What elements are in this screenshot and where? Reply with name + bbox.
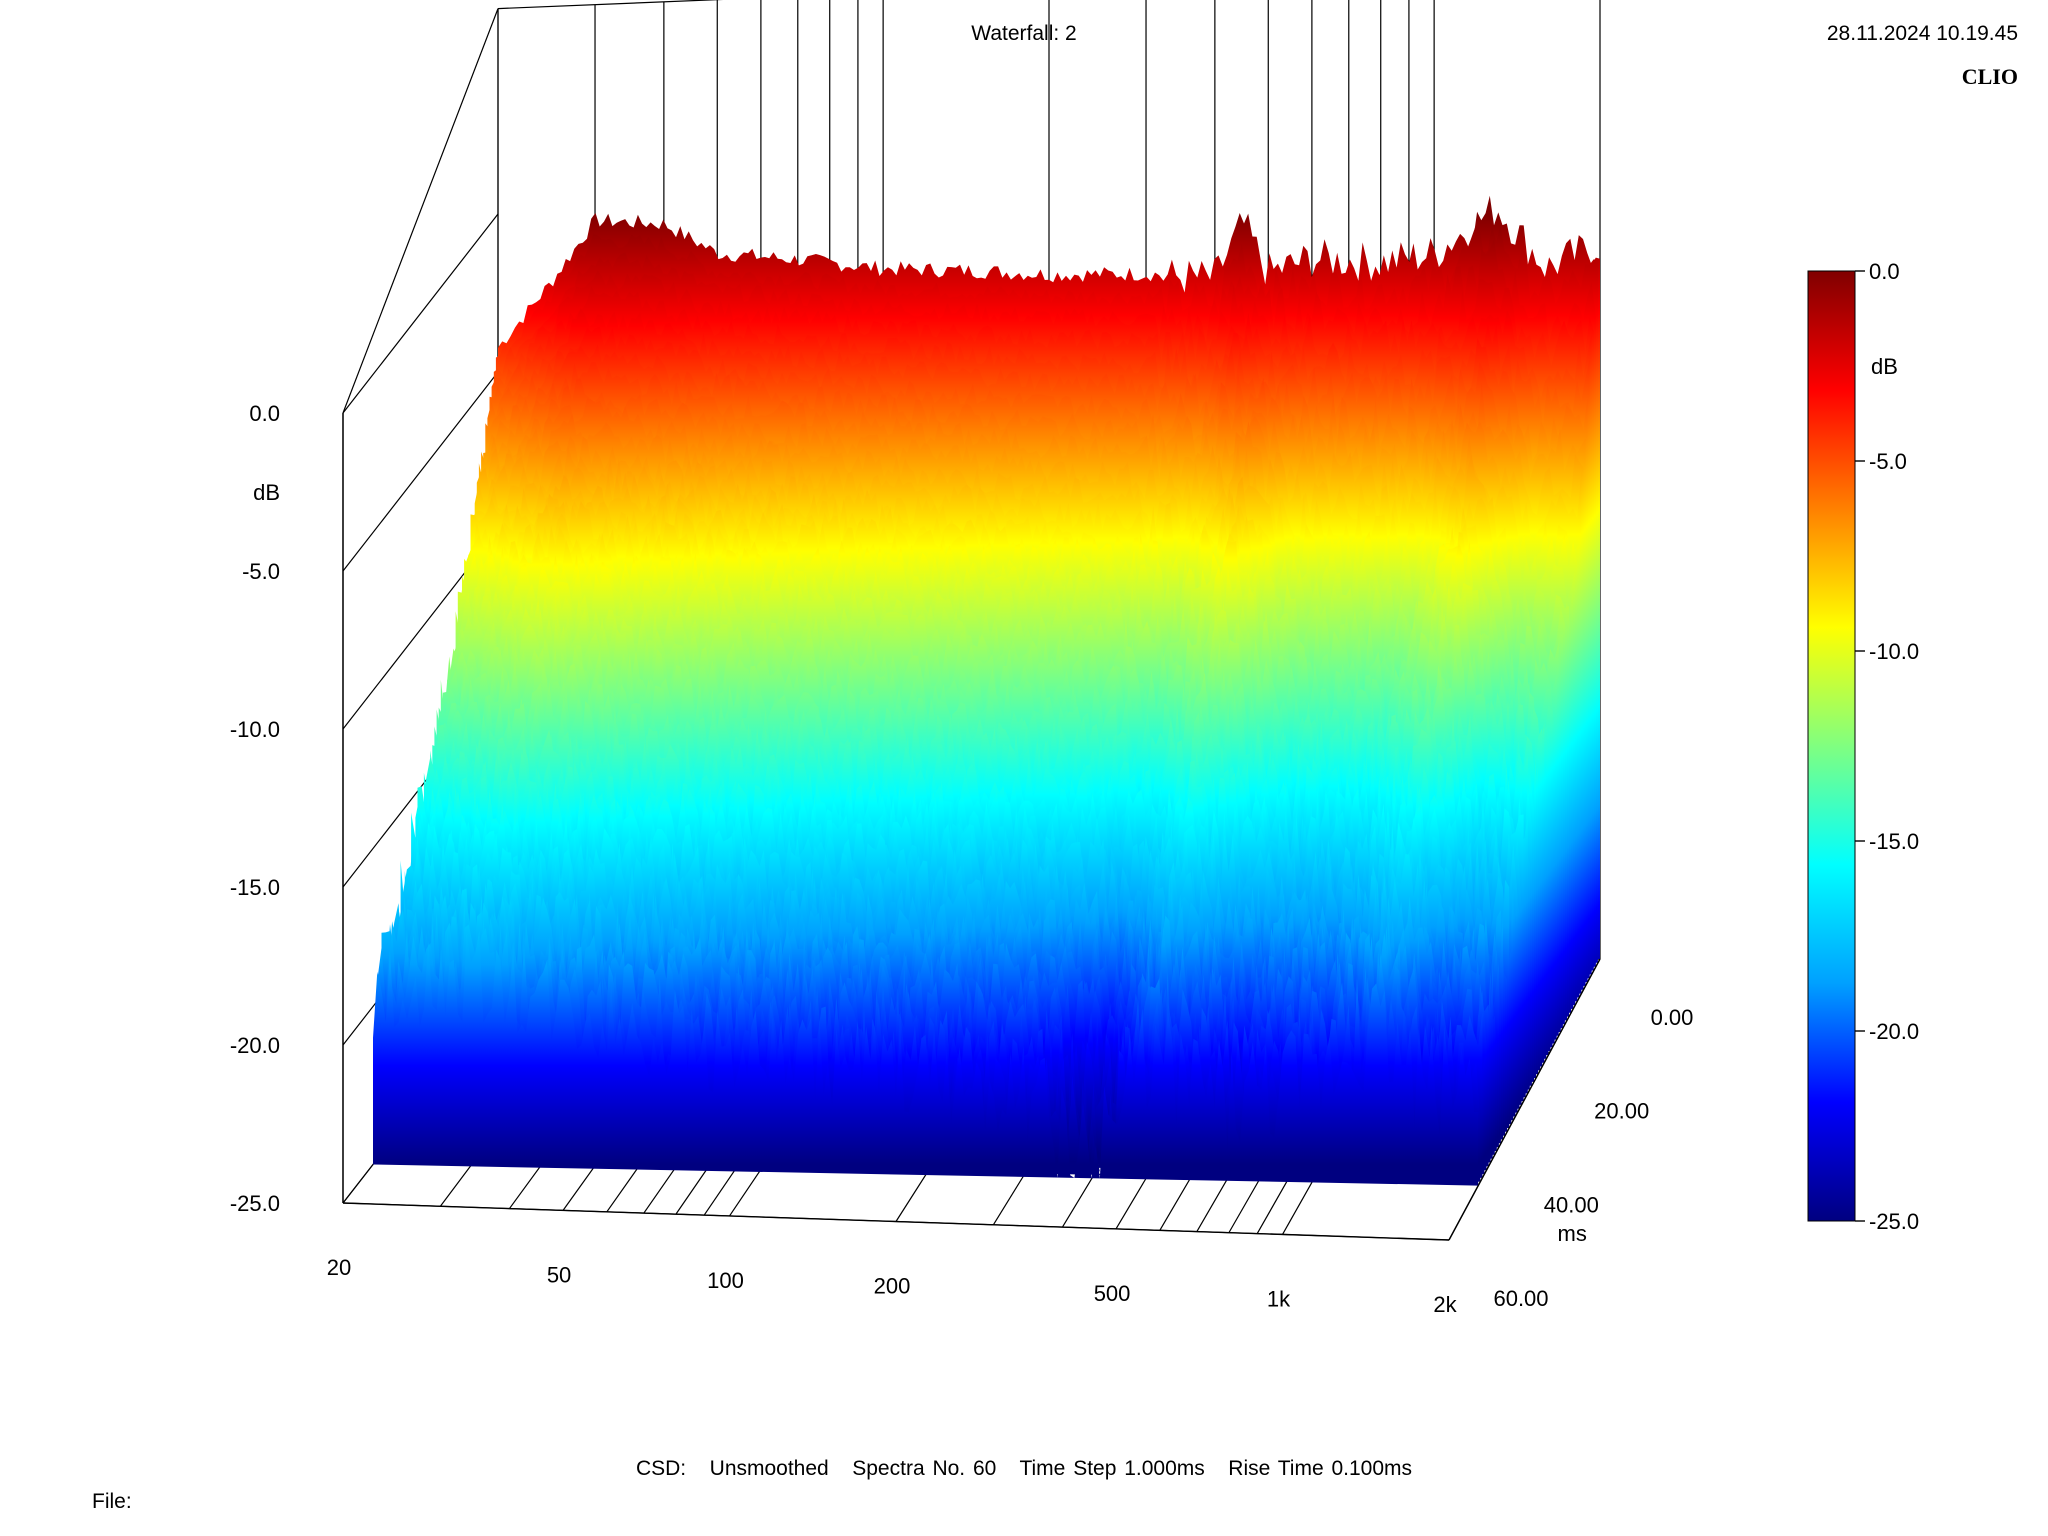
z-tick-label: 0.00 [1651,1005,1694,1030]
chart-title: Waterfall: 2 [971,22,1077,45]
z-tick-label: 20.00 [1594,1099,1649,1124]
z-tick-label: 60.00 [1493,1286,1548,1311]
y-tick-label: -15.0 [230,875,280,900]
y-tick-label: -20.0 [230,1033,280,1058]
smoothing-value: Unsmoothed [709,1457,829,1480]
x-tick-label: 50 [547,1262,571,1287]
file-label: File: [92,1490,132,1513]
colorbar: 0.0 -5.0 -10.0 -15.0 -20.0 -25.0 dB [1807,259,1919,1234]
colorbar-label: dB [1871,354,1898,379]
waterfall-surface [373,195,1600,1186]
colorbar-tick-label: -20.0 [1869,1019,1919,1044]
x-tick-label: 2k [1433,1292,1457,1317]
csd-info: CSD: Unsmoothed Spectra No. 60 Time Step… [0,1457,2048,1481]
x-tick-label: 100 [707,1268,744,1293]
time-step: Time Step 1.000ms [1019,1457,1205,1480]
colorbar-tick-label: 0.0 [1869,259,1900,284]
brand-logo: CLIO [1961,64,2018,89]
colorbar-gradient [1807,270,1856,1222]
timestamp: 28.11.2024 10.19.45 [1826,22,2018,45]
y-tick-label: -5.0 [242,559,280,584]
colorbar-tick-label: -5.0 [1869,449,1907,474]
grid-line [342,371,499,572]
axis-frame [342,413,1601,1241]
grid-line [342,213,499,414]
csd-label: CSD: [635,1457,687,1480]
rise-time: Rise Time 0.100ms [1228,1457,1413,1480]
spectrum-slice [373,931,1479,1186]
y-tick-label: 0.0 [249,401,280,426]
colorbar-tick-label: -10.0 [1869,639,1919,664]
spectra-count: Spectra No. 60 [852,1457,997,1480]
axis-labels: 0.0 -5.0 -10.0 -15.0 -20.0 -25.0 dB 20 50 100 200 5… [230,401,1694,1317]
x-tick-label: 1k [1267,1286,1291,1311]
x-tick-label: 200 [874,1274,911,1299]
y-tick-label: -10.0 [230,717,280,742]
x-axis-line [342,1202,1450,1241]
grid-line [342,8,499,414]
z-tick-label: 40.00 [1544,1192,1599,1217]
grid-line [497,0,724,10]
z-axis-label: ms [1558,1221,1587,1246]
colorbar-tick-label: -25.0 [1869,1209,1919,1234]
y-axis-label: dB [253,480,280,505]
colorbar-tick-label: -15.0 [1869,829,1919,854]
y-tick-label: -25.0 [230,1191,280,1216]
x-tick-label: 500 [1094,1281,1131,1306]
z-axis-line [1448,958,1601,1241]
x-tick-label: 20 [327,1255,351,1280]
